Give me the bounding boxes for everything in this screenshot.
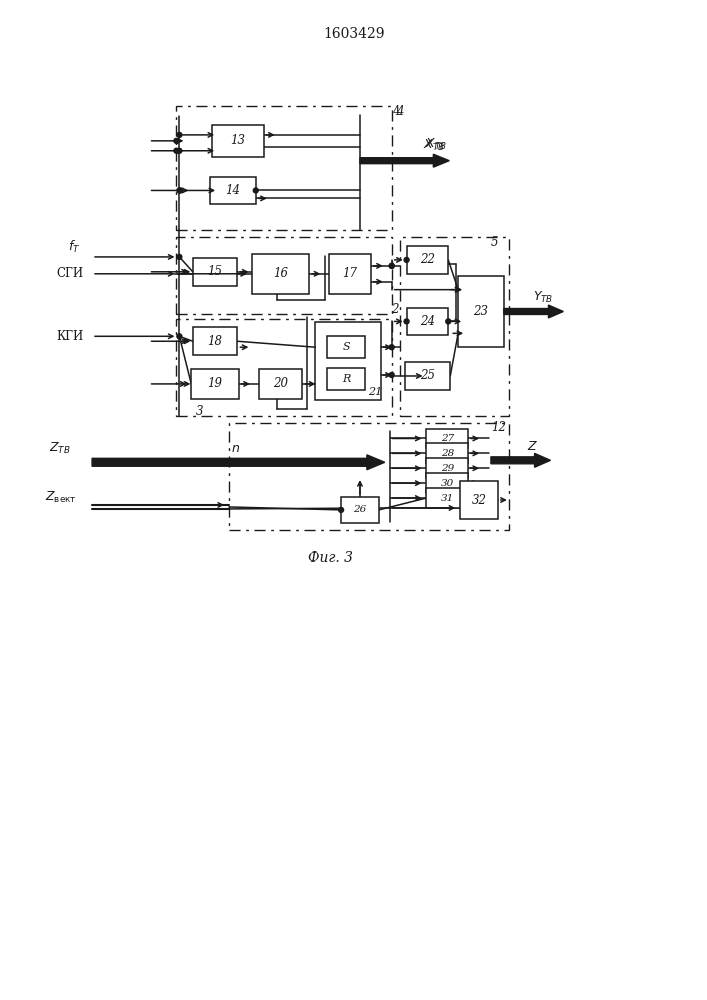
Bar: [407, 308, 448, 335]
Text: КГИ: КГИ: [57, 330, 84, 343]
Bar: [426, 488, 468, 508]
Bar: [252, 254, 310, 294]
Circle shape: [177, 188, 182, 193]
Text: 4: 4: [393, 105, 400, 118]
Text: 31: 31: [440, 494, 454, 503]
Text: 12: 12: [491, 421, 506, 434]
Circle shape: [404, 319, 409, 324]
Text: 30: 30: [440, 479, 454, 488]
Circle shape: [177, 334, 182, 339]
Circle shape: [339, 507, 344, 512]
Text: 13: 13: [230, 134, 245, 147]
FancyArrow shape: [92, 455, 385, 470]
Circle shape: [177, 254, 182, 259]
Bar: [177, 319, 392, 416]
Circle shape: [390, 263, 395, 268]
Circle shape: [390, 345, 395, 350]
Text: 3: 3: [195, 405, 203, 418]
Bar: [327, 336, 365, 358]
Text: $f_T$: $f_T$: [68, 239, 81, 255]
Text: 22: 22: [420, 253, 435, 266]
Text: $n$: $n$: [231, 442, 240, 455]
Circle shape: [390, 263, 395, 268]
Text: 28: 28: [440, 449, 454, 458]
Text: 25: 25: [420, 369, 435, 382]
Text: 18: 18: [208, 335, 223, 348]
Bar: [193, 258, 238, 286]
Bar: [192, 369, 239, 399]
Text: 14: 14: [226, 184, 240, 197]
Bar: [404, 362, 450, 390]
Bar: [210, 177, 256, 204]
Text: 16: 16: [273, 267, 288, 280]
Bar: [341, 497, 379, 523]
Bar: [426, 473, 468, 493]
Circle shape: [178, 188, 183, 193]
Bar: [259, 369, 303, 399]
Bar: [407, 246, 448, 274]
Text: 1603429: 1603429: [323, 27, 385, 41]
Bar: [177, 106, 392, 230]
Text: СГИ: СГИ: [57, 267, 84, 280]
Text: $Z_{\text{вект}}$: $Z_{\text{вект}}$: [45, 489, 76, 505]
Text: $X_{TB}$: $X_{TB}$: [423, 138, 445, 153]
Bar: [329, 254, 371, 294]
Bar: [458, 276, 504, 347]
Bar: [193, 327, 238, 355]
FancyArrow shape: [360, 154, 449, 167]
Circle shape: [177, 148, 182, 153]
Bar: [229, 423, 509, 530]
Text: Фиг. 3: Фиг. 3: [308, 551, 353, 565]
Circle shape: [177, 132, 182, 137]
Circle shape: [174, 138, 179, 143]
Bar: [460, 481, 498, 519]
FancyArrow shape: [491, 453, 551, 467]
Text: 29: 29: [440, 464, 454, 473]
Bar: [327, 368, 365, 390]
Text: 17: 17: [342, 267, 358, 280]
Text: 19: 19: [208, 377, 223, 390]
Text: R: R: [342, 374, 350, 384]
Text: 2: 2: [391, 303, 399, 316]
Bar: [426, 443, 468, 463]
Text: $X_{TB}$: $X_{TB}$: [426, 137, 448, 152]
Text: 21: 21: [368, 387, 382, 397]
Bar: [212, 125, 264, 157]
Text: $Z_{TB}$: $Z_{TB}$: [49, 441, 71, 456]
Text: 23: 23: [474, 305, 489, 318]
Circle shape: [174, 148, 179, 153]
Text: 20: 20: [273, 377, 288, 390]
Text: S: S: [342, 342, 350, 352]
Circle shape: [390, 373, 395, 377]
Bar: [177, 237, 392, 314]
Text: 26: 26: [354, 505, 366, 514]
FancyArrow shape: [504, 305, 563, 318]
Circle shape: [404, 257, 409, 262]
Bar: [315, 322, 381, 400]
Bar: [426, 458, 468, 478]
Circle shape: [446, 319, 451, 324]
Text: 32: 32: [472, 493, 486, 506]
Text: 15: 15: [208, 265, 223, 278]
Text: 27: 27: [440, 434, 454, 443]
Circle shape: [253, 188, 258, 193]
Text: 24: 24: [420, 315, 435, 328]
Text: $Z$: $Z$: [527, 440, 538, 453]
Text: 4: 4: [396, 105, 404, 118]
Bar: [399, 237, 509, 416]
Text: 5: 5: [491, 236, 498, 249]
Bar: [426, 429, 468, 448]
Text: $Y_{TB}$: $Y_{TB}$: [533, 290, 554, 305]
